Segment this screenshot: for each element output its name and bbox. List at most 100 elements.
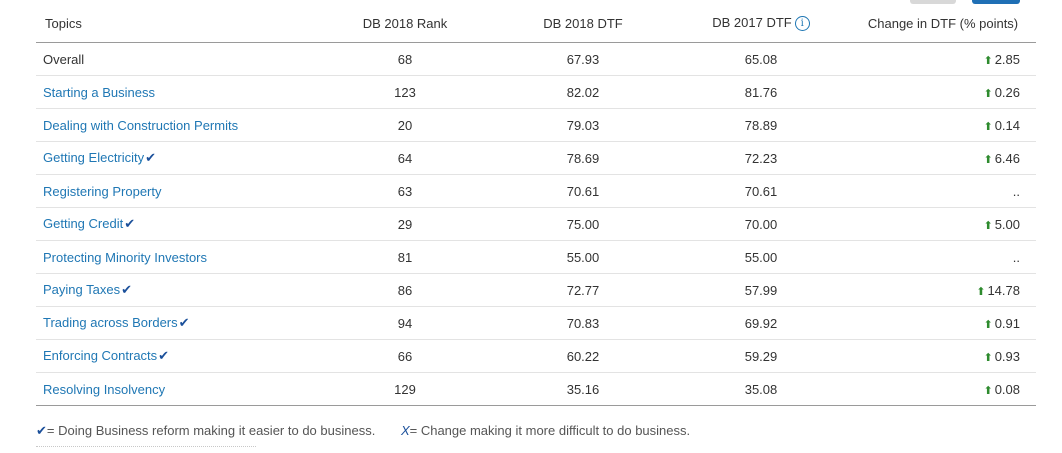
rank-cell: 29 — [316, 207, 494, 241]
dtf2017-cell: 70.61 — [672, 174, 850, 208]
rank-cell: 20 — [316, 108, 494, 142]
topic-cell: Starting a Business — [36, 75, 316, 109]
rank-cell: 94 — [316, 306, 494, 340]
topic-link[interactable]: Protecting Minority Investors — [43, 249, 208, 265]
topic-cell: Paying Taxes✔ — [36, 273, 316, 307]
table-row: Resolving Insolvency 129 35.16 35.08 ⬆ 0.08 — [36, 372, 1036, 406]
ease-of-business-table: Topics DB 2018 Rank DB 2018 DTF DB 2017 … — [36, 4, 1036, 406]
table-header-row: Topics DB 2018 Rank DB 2018 DTF DB 2017 … — [36, 4, 1036, 43]
dtf2017-cell: 78.89 — [672, 108, 850, 142]
up-arrow-icon: ⬆ — [983, 384, 993, 397]
legend-check-text: = Doing Business reform making it easier… — [46, 423, 376, 438]
up-arrow-icon: ⬆ — [976, 285, 986, 298]
table-row: Paying Taxes✔ 86 72.77 57.99 ⬆ 14.78 — [36, 273, 1036, 307]
check-icon: ✔ — [124, 216, 136, 231]
change-value: 0.91 — [994, 315, 1020, 331]
dtf2017-cell: 55.00 — [672, 240, 850, 274]
change-cell: ⬆ 0.26 — [850, 75, 1036, 109]
topic-link[interactable]: Paying Taxes — [43, 282, 121, 297]
change-cell: ⬆ 6.46 — [850, 141, 1036, 175]
topic-cell: Protecting Minority Investors — [36, 240, 316, 274]
up-arrow-icon: ⬆ — [983, 351, 993, 364]
info-icon[interactable]: i — [794, 16, 810, 32]
table-row: Getting Electricity✔ 64 78.69 72.23 ⬆ 6.46 — [36, 141, 1036, 175]
topic-cell: Overall — [36, 42, 316, 76]
change-value: 14.78 — [987, 282, 1020, 298]
dtf2017-cell: 65.08 — [672, 42, 850, 76]
check-icon: ✔ — [145, 150, 157, 165]
table-row: Trading across Borders✔ 94 70.83 69.92 ⬆ 0.91 — [36, 306, 1036, 340]
topic-cell: Resolving Insolvency — [36, 372, 316, 406]
rank-cell: 68 — [316, 42, 494, 76]
dtf2018-cell: 60.22 — [494, 339, 672, 373]
up-arrow-icon: ⬆ — [983, 153, 993, 166]
check-icon: ✔ — [121, 282, 132, 297]
change-cell: .. — [850, 174, 1036, 208]
change-value: 0.08 — [994, 381, 1020, 397]
check-icon: ✔ — [36, 423, 47, 438]
topic-link[interactable]: Registering Property — [43, 183, 162, 199]
change-cell: ⬆ 0.08 — [850, 372, 1036, 406]
table-row: Protecting Minority Investors 81 55.00 55.0… — [36, 240, 1036, 274]
rank-cell: 63 — [316, 174, 494, 208]
legend: ✔= Doing Business reform making it easie… — [36, 423, 690, 439]
up-arrow-icon: ⬆ — [983, 219, 993, 232]
topic-link[interactable]: Getting Credit — [43, 216, 124, 231]
topic-cell: Registering Property — [36, 174, 316, 208]
table-row: Getting Credit✔ 29 75.00 70.00 ⬆ 5.00 — [36, 207, 1036, 241]
change-value: 0.93 — [994, 348, 1020, 364]
header-topics: Topics — [36, 4, 316, 43]
topic-cell: Trading across Borders✔ — [36, 306, 316, 340]
table-row: Registering Property 63 70.61 70.61.. — [36, 174, 1036, 208]
table-row: Enforcing Contracts✔ 66 60.22 59.29 ⬆ 0.93 — [36, 339, 1036, 373]
topic-link[interactable]: Dealing with Construction Permits — [43, 117, 239, 133]
table-body: Overall 68 67.93 65.08 ⬆ 2.85 Starting a Busin… — [36, 42, 1036, 406]
topic-link[interactable]: Starting a Business — [43, 84, 156, 100]
dtf2018-cell: 67.93 — [494, 42, 672, 76]
dtf2017-cell: 81.76 — [672, 75, 850, 109]
rank-cell: 66 — [316, 339, 494, 373]
change-cell: ⬆ 5.00 — [850, 207, 1036, 241]
topic-link[interactable]: Resolving Insolvency — [43, 381, 166, 397]
change-cell: ⬆ 2.85 — [850, 42, 1036, 76]
check-icon: ✔ — [158, 348, 170, 363]
dtf2018-cell: 82.02 — [494, 75, 672, 109]
topic-cell: Dealing with Construction Permits — [36, 108, 316, 142]
dtf2017-cell: 59.29 — [672, 339, 850, 373]
dtf2018-cell: 70.61 — [494, 174, 672, 208]
change-value: .. — [1012, 249, 1020, 265]
change-cell: ⬆ 0.91 — [850, 306, 1036, 340]
header-db2018-rank: DB 2018 Rank — [316, 4, 494, 43]
change-cell: ⬆ 0.14 — [850, 108, 1036, 142]
header-db2017-dtf: DB 2017 DTF i — [672, 4, 850, 43]
rank-cell: 64 — [316, 141, 494, 175]
dtf2017-cell: 69.92 — [672, 306, 850, 340]
topic-link[interactable]: Enforcing Contracts — [43, 348, 158, 363]
change-value: 2.85 — [994, 51, 1020, 67]
rank-cell: 123 — [316, 75, 494, 109]
rank-cell: 81 — [316, 240, 494, 274]
change-cell: ⬆ 0.93 — [850, 339, 1036, 373]
dtf2017-cell: 57.99 — [672, 273, 850, 307]
dtf2018-cell: 35.16 — [494, 372, 672, 406]
change-cell: ⬆ 14.78 — [850, 273, 1036, 307]
topic-cell: Enforcing Contracts✔ — [36, 339, 316, 373]
rank-cell: 86 — [316, 273, 494, 307]
change-value: 0.26 — [994, 84, 1020, 100]
change-value: 6.46 — [994, 150, 1020, 166]
dtf2018-cell: 72.77 — [494, 273, 672, 307]
x-icon: X — [400, 423, 410, 438]
topic-cell: Getting Electricity✔ — [36, 141, 316, 175]
change-value: 5.00 — [994, 216, 1020, 232]
table-row: Overall 68 67.93 65.08 ⬆ 2.85 — [36, 42, 1036, 76]
top-tab-inactive[interactable] — [910, 0, 956, 4]
topic-label: Overall — [43, 51, 85, 67]
header-db2018-dtf: DB 2018 DTF — [494, 4, 672, 43]
divider — [36, 446, 256, 453]
up-arrow-icon: ⬆ — [983, 120, 993, 133]
topic-link[interactable]: Getting Electricity — [43, 150, 145, 165]
dtf2017-cell: 35.08 — [672, 372, 850, 406]
legend-x-text: = Change making it more difficult to do … — [409, 423, 691, 438]
topic-link[interactable]: Trading across Borders — [43, 315, 178, 330]
top-tab-active[interactable] — [972, 0, 1020, 4]
